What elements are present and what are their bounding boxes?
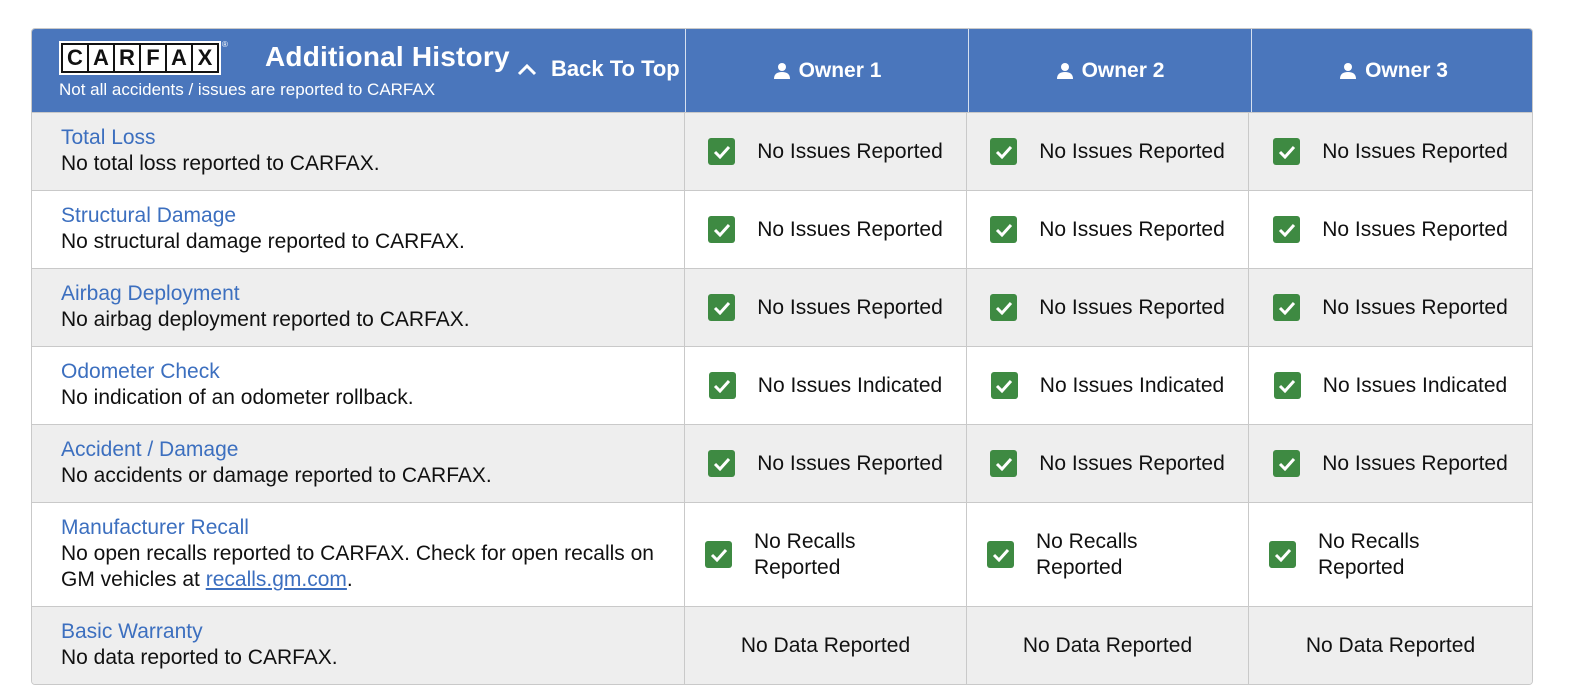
table-row: Basic Warranty No data reported to CARFA… (32, 606, 1532, 684)
owner-2-value: No Issues Reported (967, 191, 1249, 268)
owner-3-value: No Issues Reported (1249, 269, 1532, 346)
checkmark-icon (1273, 216, 1301, 243)
total-loss-link[interactable]: Total Loss (61, 126, 156, 149)
checkmark-icon (708, 138, 736, 165)
checkmark-icon (990, 450, 1018, 477)
checkmark-icon (1273, 450, 1301, 477)
table-row: Manufacturer Recall No open recalls repo… (32, 502, 1532, 606)
owner-2-value: No Data Reported (967, 607, 1249, 684)
table-row: Airbag Deployment No airbag deployment r… (32, 268, 1532, 346)
checkmark-icon (987, 541, 1014, 568)
owner-3-header: Owner 3 (1252, 29, 1532, 112)
checkmark-icon (990, 138, 1018, 165)
checkmark-icon (1273, 294, 1301, 321)
row-description: No indication of an odometer rollback. (61, 386, 414, 409)
checkmark-icon (705, 541, 732, 568)
owner-1-value: No Recalls Reported (685, 503, 967, 606)
accident-damage-link[interactable]: Accident / Damage (61, 438, 239, 461)
owner-3-value: No Issues Indicated (1249, 347, 1532, 424)
checkmark-icon (708, 450, 736, 477)
odometer-check-link[interactable]: Odometer Check (61, 360, 220, 383)
person-icon (1056, 62, 1073, 79)
airbag-deployment-link[interactable]: Airbag Deployment (61, 282, 240, 305)
row-description: No structural damage reported to CARFAX. (61, 230, 465, 253)
checkmark-icon (1273, 372, 1301, 399)
owner-1-value: No Issues Reported (685, 191, 967, 268)
table-row: Odometer Check No indication of an odome… (32, 346, 1532, 424)
owner-2-value: No Issues Indicated (967, 347, 1249, 424)
owner-1-value: No Issues Indicated (685, 347, 967, 424)
checkmark-icon (708, 294, 736, 321)
back-to-top-link[interactable]: Back To Top (517, 56, 680, 82)
checkmark-icon (1269, 541, 1296, 568)
owner-2-value: No Recalls Reported (967, 503, 1249, 606)
row-label-cell: Accident / Damage No accidents or damage… (32, 425, 685, 502)
owner-1-value: No Issues Reported (685, 269, 967, 346)
recalls-gm-link[interactable]: recalls.gm.com (205, 568, 347, 591)
row-label-cell: Manufacturer Recall No open recalls repo… (32, 503, 685, 606)
structural-damage-link[interactable]: Structural Damage (61, 204, 237, 227)
chevron-up-icon (517, 63, 537, 76)
row-label-cell: Basic Warranty No data reported to CARFA… (32, 607, 685, 684)
checkmark-icon (990, 216, 1018, 243)
owner-1-value: No Issues Reported (685, 113, 967, 190)
row-label-cell: Structural Damage No structural damage r… (32, 191, 685, 268)
basic-warranty-link[interactable]: Basic Warranty (61, 620, 203, 643)
owner-3-value: No Data Reported (1305, 633, 1476, 657)
owner-1-value: No Issues Reported (685, 425, 967, 502)
header-main-cell: C A R F A X ® Additional History Not all… (32, 29, 686, 112)
back-to-top-label: Back To Top (551, 56, 680, 81)
table-row: Structural Damage No structural damage r… (32, 190, 1532, 268)
checkmark-icon (708, 372, 736, 399)
owner-1-header: Owner 1 (686, 29, 969, 112)
registered-mark: ® (222, 40, 228, 49)
additional-history-table: C A R F A X ® Additional History Not all… (31, 28, 1533, 685)
table-row: Accident / Damage No accidents or damage… (32, 424, 1532, 502)
table-header: C A R F A X ® Additional History Not all… (32, 29, 1532, 112)
manufacturer-recall-link[interactable]: Manufacturer Recall (61, 516, 249, 539)
table-row: Total Loss No total loss reported to CAR… (32, 112, 1532, 190)
checkmark-icon (990, 294, 1018, 321)
person-icon (1340, 62, 1357, 79)
owner-3-value: No Issues Reported (1249, 425, 1532, 502)
row-label-cell: Odometer Check No indication of an odome… (32, 347, 685, 424)
section-subtitle: Not all accidents / issues are reported … (59, 80, 436, 99)
checkmark-icon (1273, 138, 1301, 165)
row-label-cell: Total Loss No total loss reported to CAR… (32, 113, 685, 190)
person-icon (773, 62, 790, 79)
checkmark-icon (990, 372, 1018, 399)
owner-3-value: No Issues Reported (1249, 113, 1532, 190)
row-description: No data reported to CARFAX. (61, 646, 338, 669)
checkmark-icon (708, 216, 736, 243)
owner-3-value: No Issues Reported (1249, 191, 1532, 268)
row-description: No total loss reported to CARFAX. (61, 152, 380, 175)
owner-3-value: No Recalls Reported (1249, 503, 1532, 606)
owner-2-header: Owner 2 (969, 29, 1252, 112)
owner-1-value: No Data Reported (685, 607, 967, 684)
row-description: No open recalls reported to CARFAX. Chec… (61, 542, 654, 591)
owner-2-value: No Issues Reported (967, 113, 1249, 190)
owner-2-value: No Issues Reported (967, 425, 1249, 502)
carfax-logo: C A R F A X ® (59, 41, 228, 75)
section-title: Additional History (265, 41, 510, 72)
row-description: No accidents or damage reported to CARFA… (61, 464, 492, 487)
row-label-cell: Airbag Deployment No airbag deployment r… (32, 269, 685, 346)
row-description: No airbag deployment reported to CARFAX. (61, 308, 470, 331)
owner-2-value: No Issues Reported (967, 269, 1249, 346)
